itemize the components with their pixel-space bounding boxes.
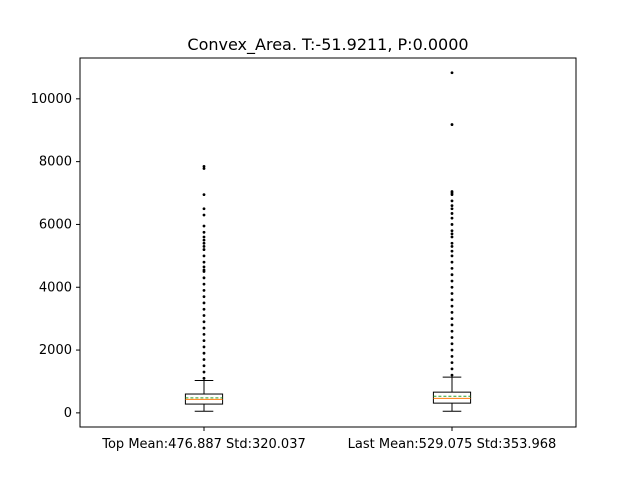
outlier-point xyxy=(202,282,206,286)
outlier-point xyxy=(450,336,454,339)
outlier-point xyxy=(202,320,206,324)
outlier-point xyxy=(202,288,206,292)
outlier-point xyxy=(450,71,454,75)
outlier-point xyxy=(450,190,454,193)
outlier-point xyxy=(450,249,454,253)
outlier-point xyxy=(202,295,206,299)
outlier-point xyxy=(450,329,454,333)
outlier-point xyxy=(450,310,454,314)
y-tick-label: 8000 xyxy=(39,155,72,170)
outlier-point xyxy=(450,373,454,377)
outlier-point xyxy=(450,323,454,327)
y-tick-label: 2000 xyxy=(39,343,72,358)
outlier-point xyxy=(202,345,206,349)
outlier-point xyxy=(450,354,454,358)
outlier-point xyxy=(202,301,206,305)
outlier-point xyxy=(202,332,206,336)
outlier-point xyxy=(202,260,206,264)
outlier-point xyxy=(202,370,206,374)
outlier-point xyxy=(202,276,206,280)
outlier-point xyxy=(450,298,454,302)
outlier-point xyxy=(450,245,454,248)
outlier-point xyxy=(450,292,454,295)
outlier-point xyxy=(450,348,454,352)
outlier-point xyxy=(450,216,454,220)
outlier-point xyxy=(202,364,206,368)
outlier-point xyxy=(202,238,206,242)
outlier-point xyxy=(202,207,206,211)
outlier-point xyxy=(202,193,206,197)
outlier-point xyxy=(202,164,206,168)
outlier-point xyxy=(202,224,206,228)
outlier-point xyxy=(450,212,454,215)
outlier-point xyxy=(450,342,454,346)
outlier-point xyxy=(450,204,454,208)
outlier-point xyxy=(450,235,454,239)
outlier-point xyxy=(450,199,454,203)
outlier-point xyxy=(450,229,454,233)
outlier-point xyxy=(202,314,206,317)
outlier-point xyxy=(450,367,454,371)
plot-area xyxy=(184,71,472,412)
outlier-point xyxy=(450,273,454,277)
outlier-point xyxy=(450,232,454,236)
outlier-point xyxy=(202,358,206,361)
outlier-point xyxy=(202,351,206,355)
axes-frame xyxy=(79,57,577,428)
chart-title: Convex_Area. T:-51.9211, P:0.0000 xyxy=(187,35,468,55)
x-tick-label: Last Mean:529.075 Std:353.968 xyxy=(348,437,557,452)
outlier-point xyxy=(202,326,206,330)
outlier-point xyxy=(202,268,206,272)
outlier-point xyxy=(450,317,454,321)
outlier-point xyxy=(202,339,206,343)
box xyxy=(432,391,472,404)
outlier-point xyxy=(450,207,454,211)
outlier-point xyxy=(202,235,206,239)
outlier-point xyxy=(450,223,454,226)
y-tick-label: 10000 xyxy=(31,92,72,107)
outlier-point xyxy=(202,241,206,245)
outlier-point xyxy=(450,123,454,126)
y-tick-label: 6000 xyxy=(39,217,72,232)
x-tick-label: Top Mean:476.887 Std:320.037 xyxy=(101,437,306,452)
outlier-point xyxy=(450,361,454,365)
outlier-point xyxy=(450,241,454,245)
outlier-point xyxy=(202,254,206,258)
outlier-point xyxy=(202,167,206,170)
outlier-point xyxy=(202,376,206,380)
outlier-point xyxy=(202,307,206,311)
outlier-point xyxy=(202,248,206,251)
outlier-point xyxy=(450,285,454,289)
outlier-point xyxy=(450,304,454,308)
outlier-point xyxy=(202,245,206,248)
outlier-point xyxy=(450,260,454,264)
axes: 0 2000 4000 6000 8000 10000 Top Mean:476.887 S… xyxy=(31,92,557,452)
outlier-point xyxy=(202,213,206,217)
outlier-point xyxy=(450,254,454,258)
y-tick-label: 0 xyxy=(64,406,72,421)
outlier-point xyxy=(202,230,206,234)
outlier-point xyxy=(450,279,454,283)
outlier-point xyxy=(202,265,206,269)
outlier-point xyxy=(450,267,454,270)
y-tick-label: 4000 xyxy=(39,280,72,295)
